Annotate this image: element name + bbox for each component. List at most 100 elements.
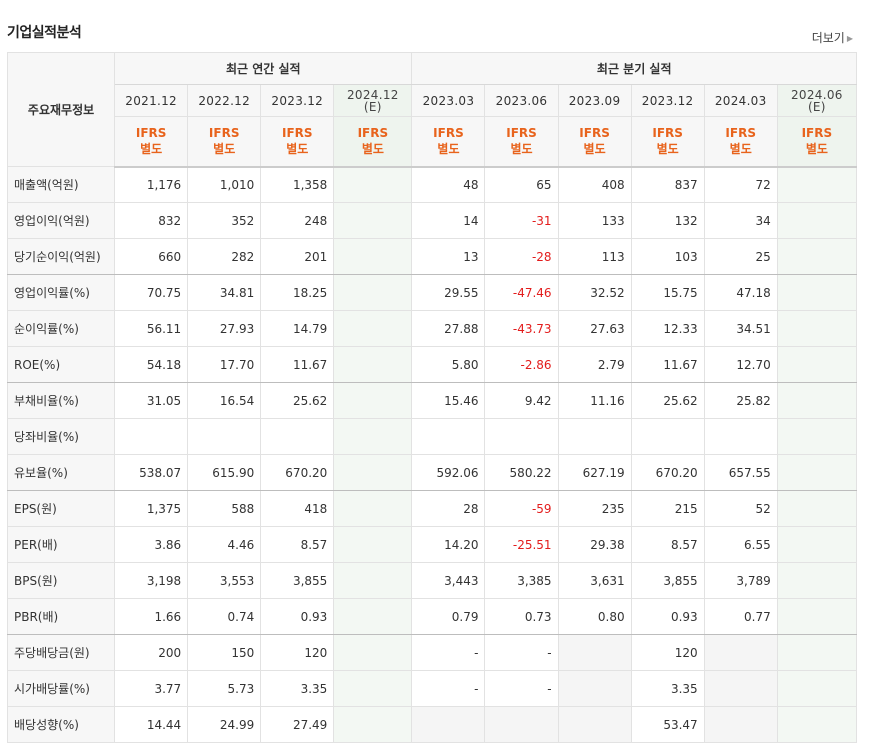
cell-annual-2: 201 xyxy=(260,238,335,275)
basis-header-quarter-5: IFRS 별도 xyxy=(776,116,858,168)
period-label: 2024.03 xyxy=(714,93,767,108)
cell-annual-1: 1,010 xyxy=(187,166,262,203)
row-label: 유보율(%) xyxy=(6,454,116,491)
cell-quarter-1: 580.22 xyxy=(484,454,559,491)
table-row: 매출액(억원) 1,176 1,010 1,358 48 65 408 837 72 xyxy=(6,166,858,203)
cell-annual-2: 0.93 xyxy=(260,598,335,635)
cell-quarter-2: 408 xyxy=(557,166,632,203)
cell-annual-1: 5.73 xyxy=(187,670,262,707)
period-label: 2023.06 xyxy=(495,93,548,108)
cell-annual-2: 27.49 xyxy=(260,706,335,743)
cell-quarter-1: - xyxy=(484,670,559,707)
cell-annual-1: 352 xyxy=(187,202,262,239)
cell-quarter-2: 11.16 xyxy=(557,382,632,419)
row-label: 부채비율(%) xyxy=(6,382,116,419)
cell-annual-3 xyxy=(333,382,413,419)
row-label: 매출액(억원) xyxy=(6,166,116,203)
cell-annual-2: 8.57 xyxy=(260,526,335,563)
cell-quarter-1: -59 xyxy=(484,490,559,527)
cell-quarter-4 xyxy=(703,706,778,743)
cell-annual-2: 14.79 xyxy=(260,310,335,347)
cell-annual-0: 3,198 xyxy=(114,562,189,599)
cell-annual-3 xyxy=(333,346,413,383)
cell-quarter-3: 215 xyxy=(630,490,705,527)
cell-annual-1: 615.90 xyxy=(187,454,262,491)
cell-quarter-4: 25.82 xyxy=(703,382,778,419)
basis-type: 별도 xyxy=(437,142,460,157)
table-row: BPS(원) 3,198 3,553 3,855 3,443 3,385 3,631 3,85… xyxy=(6,562,858,599)
cell-quarter-4: 34 xyxy=(703,202,778,239)
cell-quarter-5 xyxy=(776,526,858,563)
cell-annual-2: 670.20 xyxy=(260,454,335,491)
basis-type: 별도 xyxy=(656,142,679,157)
table-row: 당기순이익(억원) 660 282 201 13 -28 113 103 25 xyxy=(6,238,858,275)
cell-quarter-3: 0.93 xyxy=(630,598,705,635)
cell-quarter-5 xyxy=(776,310,858,347)
cell-annual-3 xyxy=(333,634,413,671)
cell-quarter-3: 103 xyxy=(630,238,705,275)
cell-annual-1: 150 xyxy=(187,634,262,671)
cell-annual-2: 418 xyxy=(260,490,335,527)
cell-quarter-1: - xyxy=(484,634,559,671)
cell-quarter-0: 48 xyxy=(411,166,486,203)
table-row: 유보율(%) 538.07 615.90 670.20 592.06 580.22 627.… xyxy=(6,454,858,491)
cell-quarter-5 xyxy=(776,706,858,743)
cell-annual-2: 248 xyxy=(260,202,335,239)
cell-quarter-2: 27.63 xyxy=(557,310,632,347)
cell-annual-1: 0.74 xyxy=(187,598,262,635)
cell-annual-1: 17.70 xyxy=(187,346,262,383)
cell-quarter-5 xyxy=(776,202,858,239)
cell-quarter-5 xyxy=(776,598,858,635)
basis-header-quarter-4: IFRS 별도 xyxy=(703,116,778,168)
period-label: 2023.09 xyxy=(568,93,621,108)
table-row: 부채비율(%) 31.05 16.54 25.62 15.46 9.42 11.16 25.6… xyxy=(6,382,858,419)
basis-header-annual-2: IFRS 별도 xyxy=(260,116,335,168)
cell-quarter-1: 3,385 xyxy=(484,562,559,599)
cell-quarter-4 xyxy=(703,670,778,707)
more-link[interactable]: 더보기 ▶ xyxy=(812,29,853,46)
basis-standard: IFRS xyxy=(506,126,537,141)
row-label: EPS(원) xyxy=(6,490,116,527)
cell-annual-3 xyxy=(333,490,413,527)
cell-annual-0: 1.66 xyxy=(114,598,189,635)
cell-annual-0: 31.05 xyxy=(114,382,189,419)
cell-annual-0: 3.86 xyxy=(114,526,189,563)
basis-type: 별도 xyxy=(213,142,236,157)
cell-quarter-2: 2.79 xyxy=(557,346,632,383)
cell-annual-3 xyxy=(333,562,413,599)
cell-quarter-2: 133 xyxy=(557,202,632,239)
cell-annual-3 xyxy=(333,706,413,743)
cell-quarter-0: 14 xyxy=(411,202,486,239)
basis-standard: IFRS xyxy=(208,126,240,141)
cell-quarter-2 xyxy=(557,670,632,707)
cell-quarter-0: 27.88 xyxy=(411,310,486,347)
cell-quarter-0 xyxy=(411,418,486,455)
row-label: 순이익률(%) xyxy=(6,310,116,347)
table-row: PBR(배) 1.66 0.74 0.93 0.79 0.73 0.80 0.93 0.77 xyxy=(6,598,858,635)
row-label: 당좌비율(%) xyxy=(6,418,116,455)
table-row: ROE(%) 54.18 17.70 11.67 5.80 -2.86 2.79 11.67 1… xyxy=(6,346,858,383)
cell-annual-0: 14.44 xyxy=(114,706,189,743)
cell-quarter-4: 0.77 xyxy=(703,598,778,635)
cell-quarter-2: 32.52 xyxy=(557,274,632,311)
row-label: 배당성향(%) xyxy=(6,706,116,743)
cell-quarter-1: -28 xyxy=(484,238,559,275)
cell-annual-0: 1,375 xyxy=(114,490,189,527)
cell-annual-1: 588 xyxy=(187,490,262,527)
cell-annual-2: 25.62 xyxy=(260,382,335,419)
cell-annual-2: 18.25 xyxy=(260,274,335,311)
cell-quarter-3: 8.57 xyxy=(630,526,705,563)
cell-quarter-0: 3,443 xyxy=(411,562,486,599)
basis-standard: IFRS xyxy=(725,126,756,141)
table-row: 영업이익률(%) 70.75 34.81 18.25 29.55 -47.46 32.52 1… xyxy=(6,274,858,311)
period-label: 2021.12 xyxy=(125,93,177,108)
cell-quarter-4: 52 xyxy=(703,490,778,527)
cell-quarter-2: 235 xyxy=(557,490,632,527)
cell-quarter-5 xyxy=(776,490,858,527)
basis-header-annual-1: IFRS 별도 xyxy=(187,116,262,168)
cell-quarter-5 xyxy=(776,166,858,203)
period-header-quarter-4: 2024.03 xyxy=(703,84,778,117)
basis-header-quarter-0: IFRS 별도 xyxy=(411,116,486,168)
cell-annual-1: 4.46 xyxy=(187,526,262,563)
cell-quarter-3: 120 xyxy=(630,634,705,671)
